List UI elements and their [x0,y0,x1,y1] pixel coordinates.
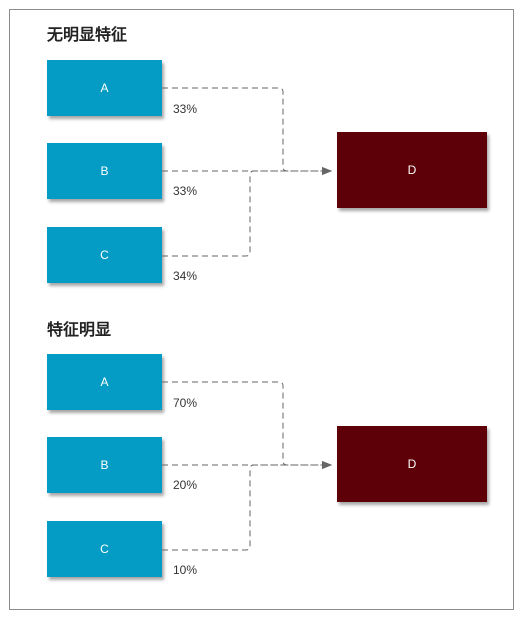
percent-label-a-1: 33% [173,102,198,116]
node-label: B [100,164,109,178]
node-label: C [100,542,109,556]
percent-label-b-1: 33% [173,184,198,198]
node-label: A [100,375,109,389]
connector-a-to-d-1 [162,87,332,175]
node-label: D [407,457,417,471]
source-node-a-2: A [47,354,162,410]
target-node-d-2: D [337,426,487,502]
percent-label-c-2: 10% [173,563,198,577]
connector-c-to-d-1 [162,167,332,257]
target-node-d-1: D [337,132,487,208]
source-node-b-2: B [47,437,162,493]
node-label: B [100,458,109,472]
source-node-c-2: C [47,521,162,577]
section-title-1: 无明显特征 [47,25,128,44]
node-label: C [100,248,109,262]
percent-label-b-2: 20% [173,478,198,492]
connector-a-to-d-2 [162,381,332,469]
source-node-a-1: A [47,60,162,116]
node-label: D [407,163,417,177]
node-label: A [100,81,109,95]
section-title-2: 特征明显 [47,320,112,339]
source-node-b-1: B [47,143,162,199]
source-node-c-1: C [47,227,162,283]
percent-label-a-2: 70% [173,396,198,410]
percent-label-c-1: 34% [173,269,198,283]
connector-c-to-d-2 [162,461,332,551]
